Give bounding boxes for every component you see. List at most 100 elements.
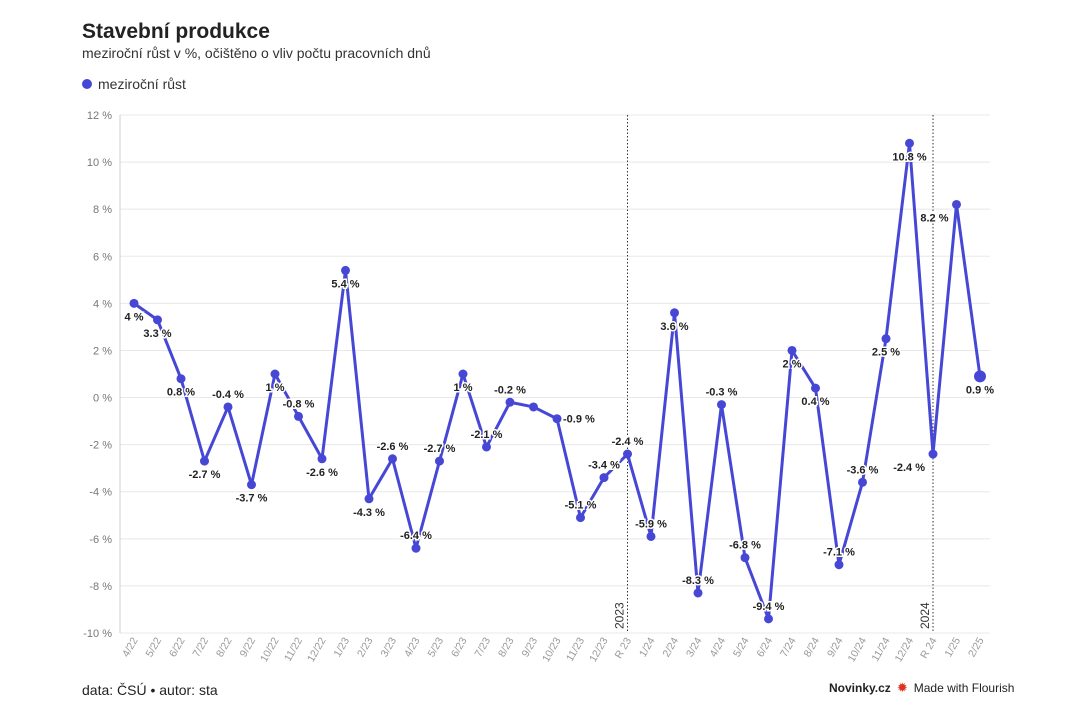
legend-dot-icon (82, 79, 92, 89)
y-tick-label: -4 % (89, 487, 112, 499)
x-tick-label: 8/22 (214, 635, 235, 659)
data-label: 4 % (125, 311, 144, 323)
data-point (576, 513, 585, 523)
y-tick-label: -2 % (89, 440, 112, 452)
x-tick-label: 6/22 (167, 635, 188, 659)
x-tick-label: 11/22 (282, 635, 305, 663)
x-tick-label: 5/23 (425, 635, 446, 659)
x-tick-label: 6/24 (754, 635, 775, 659)
footer-credits: Novinky.cz ✹ Made with Flourish (829, 680, 1014, 696)
data-point (552, 414, 562, 424)
x-tick-label: 2/24 (660, 635, 681, 659)
x-tick-label: 6/23 (449, 635, 470, 659)
x-tick-label: 8/23 (496, 635, 517, 659)
x-tick-label: 9/24 (825, 635, 846, 659)
x-tick-label: 10/23 (540, 635, 564, 664)
x-tick-label: 1/23 (331, 635, 352, 659)
data-label: -2.6 % (306, 467, 338, 479)
y-tick-label: -10 % (83, 628, 112, 640)
data-label: 8.2 % (920, 212, 948, 224)
data-point (223, 402, 233, 412)
data-point (505, 397, 515, 407)
x-tick-label: 5/22 (143, 635, 164, 659)
y-tick-label: -6 % (89, 534, 112, 546)
data-point (317, 454, 327, 464)
annotation-label: 2024 (918, 602, 932, 629)
data-point (341, 265, 350, 275)
y-tick-label: 10 % (87, 157, 112, 169)
x-tick-label: 4/22 (120, 635, 141, 659)
x-tick-label: 3/23 (378, 635, 399, 659)
data-point (364, 494, 374, 504)
data-label: -9.4 % (753, 601, 785, 613)
y-tick-label: 0 % (93, 393, 112, 405)
legend[interactable]: meziroční růst (82, 76, 186, 92)
x-tick-label: 11/24 (869, 635, 892, 663)
x-tick-label: 4/23 (402, 635, 423, 659)
flourish-logo-icon: ✹ (896, 680, 908, 695)
x-tick-label: 10/24 (846, 635, 870, 664)
y-tick-label: 8 % (93, 204, 112, 216)
data-point (928, 449, 938, 459)
data-label: -0.4 % (212, 389, 244, 401)
x-tick-label: 9/23 (519, 635, 540, 659)
chart-title: Stavební produkce (82, 20, 270, 43)
data-point (247, 480, 256, 490)
data-label: -2.4 % (612, 436, 644, 448)
data-label: -2.6 % (377, 441, 409, 453)
data-point (294, 411, 303, 421)
y-tick-label: 6 % (93, 251, 112, 263)
x-tick-label: R 23 (613, 635, 635, 660)
data-point (482, 442, 491, 452)
data-point (646, 531, 656, 541)
data-point (858, 477, 867, 487)
data-label: -5.1 % (565, 500, 597, 512)
data-label: -2.7 % (424, 443, 456, 455)
data-point (787, 345, 797, 355)
data-label: 1 % (454, 382, 473, 394)
data-label: -3.6 % (847, 464, 879, 476)
x-tick-label: R 24 (918, 635, 940, 660)
data-label: 0.9 % (966, 384, 994, 396)
data-label: 2.5 % (872, 347, 900, 359)
annotation-label: 2023 (613, 602, 627, 629)
brand-logo[interactable]: Novinky.cz (829, 681, 891, 695)
x-tick-label: 11/23 (564, 635, 587, 663)
source-note: data: ČSÚ • autor: sta (82, 682, 218, 698)
x-tick-label: 2/23 (355, 635, 376, 659)
data-label: 1 % (266, 382, 285, 394)
data-point (693, 588, 703, 598)
data-point (176, 374, 186, 384)
data-label: 10.8 % (892, 151, 926, 163)
x-tick-label: 7/22 (190, 635, 211, 659)
x-tick-label: 2/25 (966, 635, 987, 659)
data-label: -0.3 % (706, 387, 738, 399)
x-tick-label: 9/22 (237, 635, 258, 659)
x-tick-label: 7/24 (778, 635, 799, 659)
data-label: -3.4 % (588, 460, 620, 472)
chart-subtitle: meziroční růst v %, očištěno o vliv počt… (82, 45, 431, 61)
x-tick-label: 10/22 (258, 635, 282, 664)
legend-label: meziroční růst (98, 76, 186, 92)
data-label: 3.6 % (660, 321, 688, 333)
made-with-flourish-link[interactable]: Made with Flourish (913, 681, 1015, 695)
data-point (435, 456, 444, 466)
x-tick-label: 3/24 (684, 635, 705, 659)
y-tick-label: -8 % (89, 581, 112, 593)
x-tick-label: 1/24 (637, 635, 658, 659)
data-point (153, 315, 162, 325)
data-label: -4.3 % (353, 507, 385, 519)
x-tick-label: 12/23 (587, 635, 611, 664)
data-point (717, 400, 726, 410)
data-point (623, 449, 632, 459)
data-label: -2.1 % (471, 429, 503, 441)
y-tick-label: 12 % (87, 110, 112, 122)
data-label: -2.4 % (893, 462, 925, 474)
data-point (411, 543, 421, 553)
x-tick-label: 12/22 (305, 635, 329, 664)
data-point (270, 369, 280, 379)
x-tick-label: 7/23 (472, 635, 493, 659)
x-tick-label: 5/24 (731, 635, 752, 659)
data-point (764, 614, 773, 624)
